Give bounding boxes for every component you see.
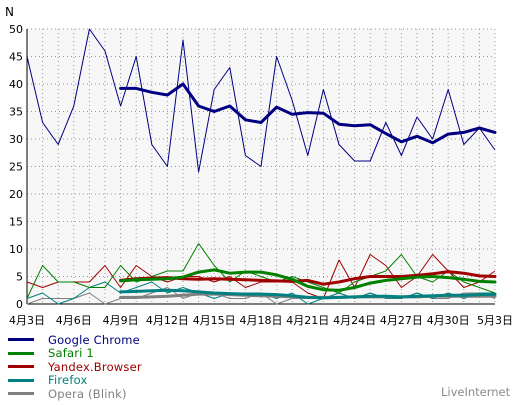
- x-tick-labels: 4月3日 4月6日 4月9日 4月12日 4月15日 4月18日 4月21日 4月24日 4月2…: [9, 314, 513, 327]
- legend-label: Safari 1: [48, 346, 94, 361]
- x-tick-label: 4月3日: [9, 314, 45, 327]
- line-chart: N 0 5 10 15 20 25 30 35 40 45 50 4月3日 4月6日 4月9日 4月12日…: [5, 5, 513, 327]
- legend-label: Firefox: [48, 373, 88, 388]
- series-average-line-0: [119, 82, 497, 145]
- x-tick-label: 4月30日: [427, 314, 470, 327]
- y-tick-label: 40: [9, 78, 23, 91]
- x-tick-label: 4月15日: [193, 314, 236, 327]
- x-tick-label: 4月9日: [103, 314, 139, 327]
- y-tick-label: 25: [9, 161, 23, 174]
- y-tick-label: 5: [16, 271, 23, 284]
- x-tick-label: 4月24日: [333, 314, 376, 327]
- x-tick-label: 4月12日: [146, 314, 189, 327]
- y-tick-label: 35: [9, 106, 23, 119]
- legend-swatch: [8, 351, 34, 355]
- legend-swatch: [8, 378, 34, 382]
- series-average-line-3: [119, 288, 497, 300]
- legend-item: Firefox: [8, 373, 142, 388]
- y-tick-label: 30: [9, 133, 23, 146]
- legend-label: Google Chrome: [48, 332, 140, 347]
- series-average-line-1: [119, 268, 497, 292]
- brand-label: LiveInternet: [441, 385, 511, 399]
- x-tick-label: 4月27日: [380, 314, 423, 327]
- legend-item: Safari 1: [8, 346, 142, 361]
- y-tick-label: 10: [9, 243, 23, 256]
- x-tick-label: 4月18日: [240, 314, 283, 327]
- legend-label: Yandex.Browser: [48, 359, 142, 374]
- x-tick-label: 4月21日: [286, 314, 329, 327]
- series-average-line-2: [119, 270, 497, 286]
- legend-item: Google Chrome: [8, 333, 142, 347]
- legend-swatch: [8, 365, 34, 369]
- legend-swatch: [8, 392, 34, 396]
- y-axis-label: N: [5, 5, 14, 19]
- series-lines: [26, 28, 497, 305]
- y-tick-label: 45: [9, 51, 23, 64]
- y-tick-label: 50: [9, 23, 23, 36]
- legend-label: Opera (Blink): [48, 386, 127, 401]
- y-tick-label: 20: [9, 188, 23, 201]
- series-daily-line-0: [26, 28, 496, 173]
- legend-item: Opera (Blink): [8, 387, 142, 401]
- legend-item: Yandex.Browser: [8, 360, 142, 374]
- legend: Google Chrome Safari 1 Yandex.Browser Firef…: [8, 333, 142, 401]
- y-tick-labels: 0 5 10 15 20 25 30 35 40 45 50: [9, 23, 23, 311]
- legend-swatch: [8, 338, 34, 342]
- y-tick-label: 0: [16, 298, 23, 311]
- x-tick-label: 5月3日: [477, 314, 513, 327]
- x-tick-label: 4月6日: [56, 314, 92, 327]
- y-tick-label: 15: [9, 216, 23, 229]
